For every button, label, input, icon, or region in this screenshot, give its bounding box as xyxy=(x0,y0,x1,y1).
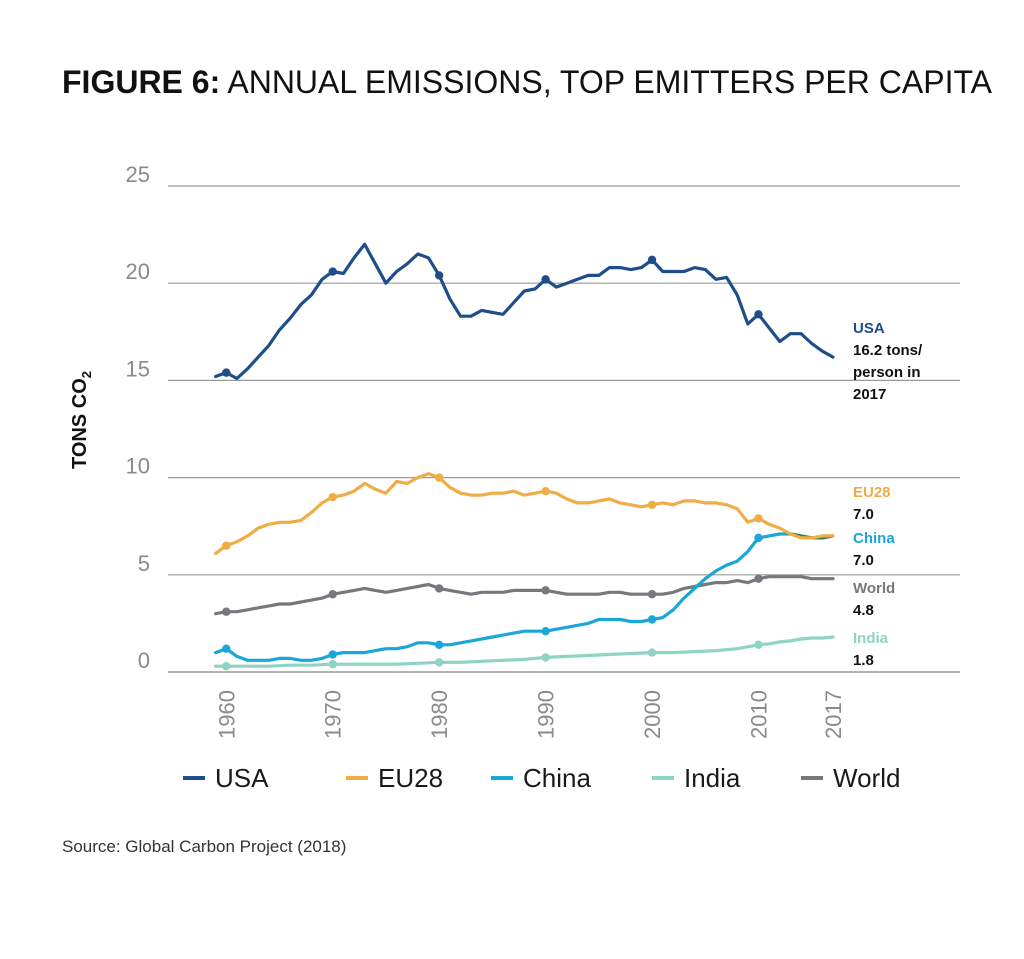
marker-usa-2010 xyxy=(754,310,763,319)
y-axis-label-main: TONS CO xyxy=(69,378,91,469)
legend-label-usa: USA xyxy=(215,763,269,793)
end-label-usa-2: person in xyxy=(853,364,921,381)
marker-usa-1980 xyxy=(434,271,444,280)
marker-world-1980 xyxy=(434,584,444,593)
marker-eu28-1970 xyxy=(328,492,337,502)
end-label-eu28-1: 7.0 xyxy=(853,506,874,523)
x-tick-label-2017: 2017 xyxy=(821,690,846,739)
marker-china-2010 xyxy=(754,533,763,543)
marker-usa-1960 xyxy=(222,368,231,377)
legend-label-china: China xyxy=(523,763,591,793)
series-world xyxy=(214,574,835,616)
end-label-eu28-0: EU28 xyxy=(853,484,891,501)
marker-eu28-1990 xyxy=(541,487,550,496)
marker-china-2000 xyxy=(647,615,657,624)
x-tick-label-1970: 1970 xyxy=(321,690,346,739)
marker-india-1970 xyxy=(328,660,337,669)
y-axis-label-sub: 2 xyxy=(79,371,94,378)
end-label-world-1: 4.8 xyxy=(853,602,874,619)
marker-india-1960 xyxy=(222,661,231,671)
end-label-usa-1: 16.2 tons/ xyxy=(853,342,923,359)
y-tick-label-20: 20 xyxy=(126,259,150,284)
y-tick-label-5: 5 xyxy=(138,551,150,576)
marker-world-2010 xyxy=(754,574,763,583)
legend-label-eu28: EU28 xyxy=(378,763,443,793)
marker-eu28-1960 xyxy=(222,541,231,550)
marker-usa-1990 xyxy=(541,275,550,284)
marker-eu28-2010 xyxy=(754,514,763,523)
chart-title-rest: ANNUAL EMISSIONS, TOP EMITTERS PER CAPIT… xyxy=(220,64,992,100)
marker-india-1990 xyxy=(541,653,550,662)
x-tick-label-1990: 1990 xyxy=(534,690,559,739)
x-tick-label-2010: 2010 xyxy=(746,690,771,739)
end-label-usa-3: 2017 xyxy=(853,386,886,403)
marker-india-2010 xyxy=(754,640,763,649)
marker-usa-1970 xyxy=(328,267,337,276)
y-tick-label-10: 10 xyxy=(126,454,150,479)
y-tick-label-25: 25 xyxy=(126,162,150,187)
series-usa xyxy=(214,242,835,381)
end-label-china-0: China xyxy=(853,530,895,547)
end-labels: USA 16.2 tons/person in 2017 EU28 7.0 China 7.… xyxy=(853,320,923,669)
series-group xyxy=(214,242,835,671)
marker-china-1960 xyxy=(222,644,231,653)
marker-india-2000 xyxy=(647,648,657,657)
marker-china-1980 xyxy=(434,640,444,649)
chart-title-bold: FIGURE 6: xyxy=(62,64,220,100)
marker-eu28-2000 xyxy=(647,500,657,510)
series-eu28 xyxy=(214,472,835,556)
x-tick-label-2000: 2000 xyxy=(640,690,665,739)
x-tick-label-1960: 1960 xyxy=(214,690,239,739)
series-line-china xyxy=(214,532,835,662)
end-label-usa-0: USA xyxy=(853,320,885,337)
end-label-india-0: India xyxy=(853,630,889,647)
y-tick-label-0: 0 xyxy=(138,648,150,673)
legend: USA EU28 China India World xyxy=(183,763,900,793)
x-axis-ticks: 1960 1970 1980 1990 2000 2010 2017 xyxy=(214,690,846,739)
marker-usa-2000 xyxy=(647,255,657,265)
source-note: Source: Global Carbon Project (2018) xyxy=(62,837,346,856)
legend-label-world: World xyxy=(833,763,900,793)
chart-title: FIGURE 6: ANNUAL EMISSIONS, TOP EMITTERS… xyxy=(62,64,993,100)
series-india xyxy=(214,635,835,671)
series-line-usa xyxy=(214,242,835,381)
legend-label-india: India xyxy=(684,763,741,793)
y-axis-label: TONS CO2 xyxy=(69,371,94,469)
end-label-china-1: 7.0 xyxy=(853,552,874,569)
series-line-world xyxy=(214,575,835,616)
series-china xyxy=(214,532,835,662)
series-line-eu28 xyxy=(214,472,835,556)
end-label-world-0: World xyxy=(853,580,895,597)
marker-world-1970 xyxy=(328,590,337,599)
grid-lines xyxy=(168,185,960,673)
x-tick-label-1980: 1980 xyxy=(427,690,452,739)
marker-india-1980 xyxy=(434,658,444,667)
marker-china-1970 xyxy=(328,650,337,659)
marker-world-1960 xyxy=(222,607,231,616)
series-line-india xyxy=(214,635,835,668)
marker-eu28-1980 xyxy=(434,473,444,482)
marker-china-1990 xyxy=(541,626,550,636)
y-axis-ticks: 0 5 10 15 20 25 xyxy=(126,162,150,673)
marker-world-2000 xyxy=(647,590,657,599)
y-tick-label-15: 15 xyxy=(126,356,150,381)
end-label-india-1: 1.8 xyxy=(853,652,874,669)
marker-world-1990 xyxy=(541,586,550,595)
